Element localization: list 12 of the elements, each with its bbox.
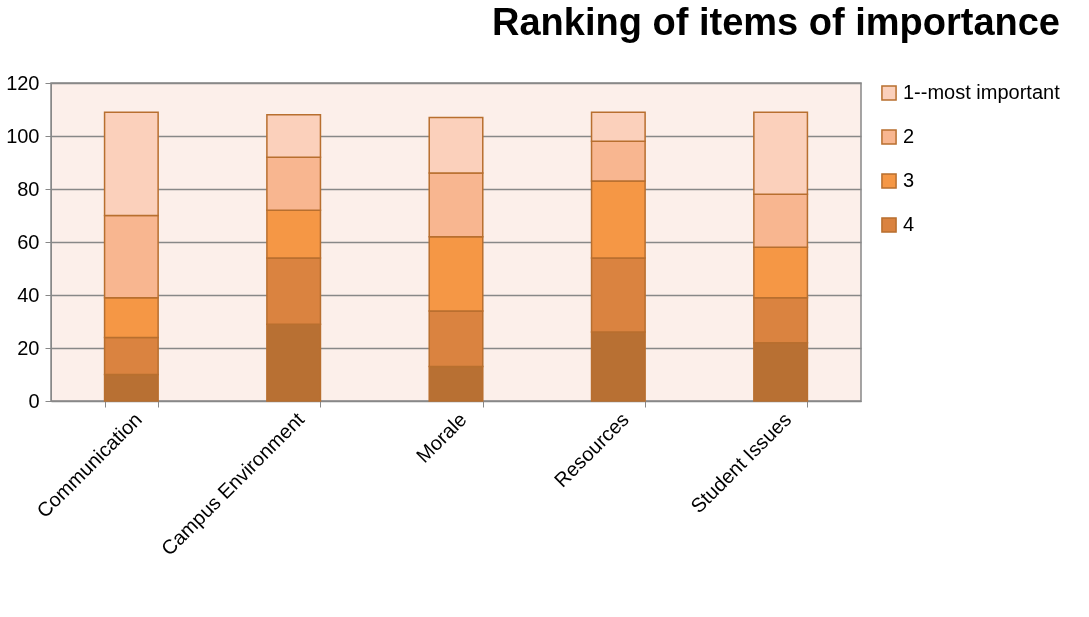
legend-label: 4 xyxy=(903,213,915,235)
y-tick-label: 120 xyxy=(6,71,40,94)
y-tick-label: 100 xyxy=(6,124,40,147)
y-tick-label: 0 xyxy=(28,389,40,412)
legend-label: 1--most important xyxy=(903,81,1061,103)
chart-title: Ranking of items of importance xyxy=(492,1,1060,43)
y-tick-label: 40 xyxy=(17,283,40,306)
y-tick-label: 20 xyxy=(17,336,40,359)
legend-label: 3 xyxy=(903,169,915,191)
y-tick-label: 80 xyxy=(17,177,40,200)
y-tick-label: 60 xyxy=(17,230,40,253)
legend-label: 2 xyxy=(903,125,915,147)
